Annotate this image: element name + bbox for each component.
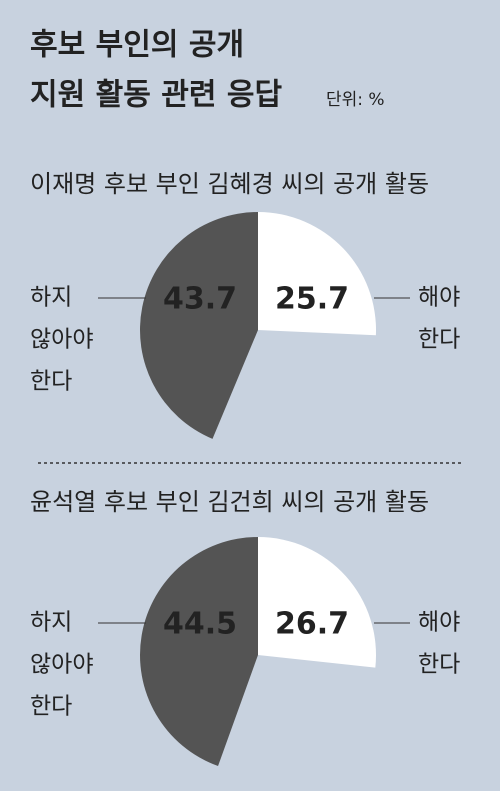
value-label: 26.7 [275,607,349,642]
chart-title: 이재명 후보 부인 김혜경 씨의 공개 활동 [30,170,429,198]
category-label: 한다 [418,327,460,353]
category-label: 않아야 [30,652,93,678]
category-label: 해야 [418,610,460,636]
value-label: 43.7 [163,282,237,317]
title-line: 지원 활동 관련 응답 [30,78,283,113]
value-label: 25.7 [275,282,349,317]
chart-title: 윤석열 후보 부인 김건희 씨의 공개 활동 [30,488,429,516]
pie-slice [140,537,258,767]
unit: 단위: % [326,90,385,110]
pie-slice [258,212,377,336]
value-label: 44.5 [163,607,237,642]
pie-slice [258,537,376,668]
category-label: 한다 [30,694,72,720]
category-label: 하지 [30,610,72,636]
title-line: 후보 부인의 공개 [30,28,244,63]
category-label: 한다 [418,652,460,678]
pie-slice [139,212,258,439]
category-label: 해야 [418,285,460,311]
category-label: 하지 [30,285,72,311]
category-label: 않아야 [30,327,93,353]
category-label: 한다 [30,369,72,395]
